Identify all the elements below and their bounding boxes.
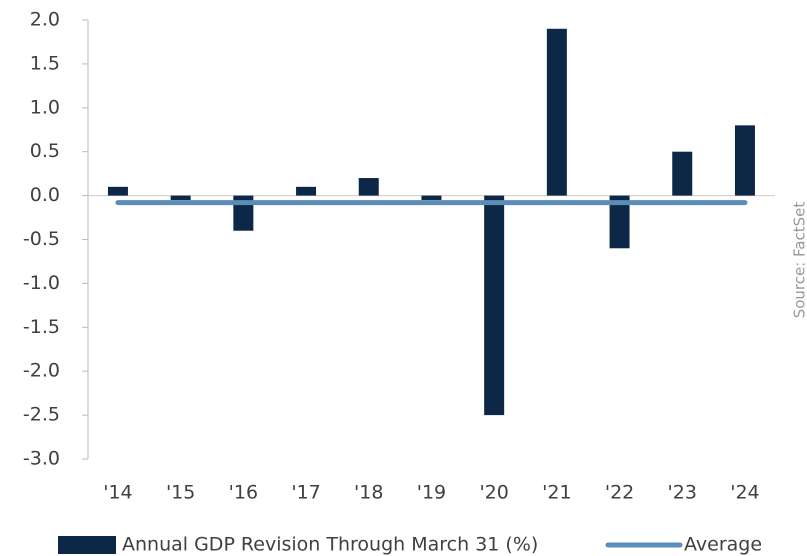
x-tick-label: '16 [229, 482, 258, 504]
y-tick-label: -0.5 [23, 228, 60, 250]
y-tick-label: 1.0 [30, 96, 60, 118]
bar [358, 178, 379, 196]
bar [546, 28, 567, 196]
legend-label: Average [684, 534, 762, 556]
x-tick-label: '18 [354, 482, 383, 504]
y-tick-label: -2.5 [23, 404, 60, 426]
y-tick-label: 1.5 [30, 52, 60, 74]
bar [609, 195, 630, 249]
y-tick-label: 0.0 [30, 184, 60, 206]
y-tick-label: 2.0 [30, 9, 60, 31]
y-tick-label: -1.0 [23, 272, 60, 294]
y-tick-label: -1.5 [23, 316, 60, 338]
x-tick-label: '23 [668, 482, 697, 504]
bar [107, 186, 128, 196]
legend-swatch [58, 536, 116, 554]
x-tick-label: '14 [103, 482, 132, 504]
y-tick-label: -3.0 [23, 448, 60, 470]
source: Source: FactSet [791, 202, 807, 319]
x-tick-label: '17 [291, 482, 320, 504]
x-tick-label: '15 [166, 482, 195, 504]
x-tick-label: '24 [730, 482, 759, 504]
x-tick-label: '22 [605, 482, 634, 504]
y-tick-label: 0.5 [30, 140, 60, 162]
bar [421, 195, 442, 200]
bar [734, 125, 755, 196]
bar [672, 151, 693, 196]
y-tick-label: -2.0 [23, 360, 60, 382]
legend-label: Annual GDP Revision Through March 31 (%) [122, 534, 538, 556]
x-tick-label: '21 [542, 482, 571, 504]
bar [296, 186, 317, 196]
x-tick-label: '19 [417, 482, 446, 504]
bar [170, 195, 191, 200]
bar [484, 195, 505, 416]
x-tick-label: '20 [479, 482, 508, 504]
